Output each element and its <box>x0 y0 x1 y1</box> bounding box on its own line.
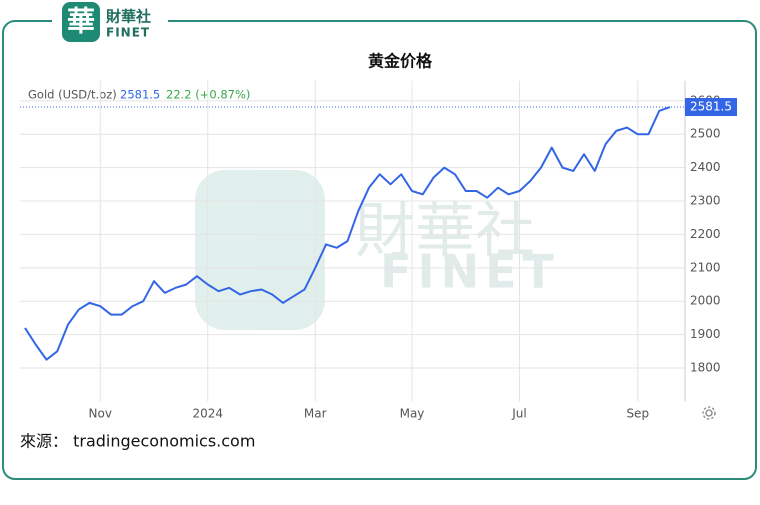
y-tick-label: 1900 <box>690 327 721 341</box>
logo-name: 財華社 <box>105 8 151 26</box>
x-tick-label: Mar <box>304 407 327 421</box>
svg-text:FINET: FINET <box>380 245 560 299</box>
legend-value: 2581.5 <box>120 88 160 102</box>
y-tick-label: 2100 <box>690 260 721 274</box>
x-tick-label: 2024 <box>192 407 223 421</box>
x-tick-label: Jul <box>511 407 526 421</box>
y-tick-label: 2000 <box>690 294 721 308</box>
legend-name: Gold (USD/t.oz) <box>28 88 117 102</box>
y-tick-label: 2500 <box>690 127 721 141</box>
source: 來源： tradingeconomics.com <box>20 432 255 451</box>
y-tick-label: 2200 <box>690 227 721 241</box>
plot: Nov 2024 Mar May Jul Sep 1800 1900 2000 2100 2200 2… <box>20 80 737 421</box>
x-tick-label: Nov <box>89 407 112 421</box>
frame <box>2 20 757 480</box>
chart-title: 黄金价格 <box>368 52 433 71</box>
y-tick-label: 1800 <box>690 361 721 375</box>
svg-text:財華社: 財華社 <box>355 197 535 267</box>
logo-badge <box>62 2 100 42</box>
logo-mark: 華 <box>67 5 95 38</box>
y-tick-label: 2300 <box>690 194 721 208</box>
x-tick-label: Sep <box>626 407 649 421</box>
y-tick-label: 2400 <box>690 160 721 174</box>
last-value-label: 2581.5 <box>690 100 732 114</box>
logo-latin: FINET <box>106 26 150 40</box>
x-tick-label: May <box>400 407 425 421</box>
last-value-tag <box>685 98 737 117</box>
watermark: 財華社 FINET <box>195 170 560 330</box>
settings-icon[interactable] <box>702 406 716 420</box>
line <box>24 106 671 361</box>
